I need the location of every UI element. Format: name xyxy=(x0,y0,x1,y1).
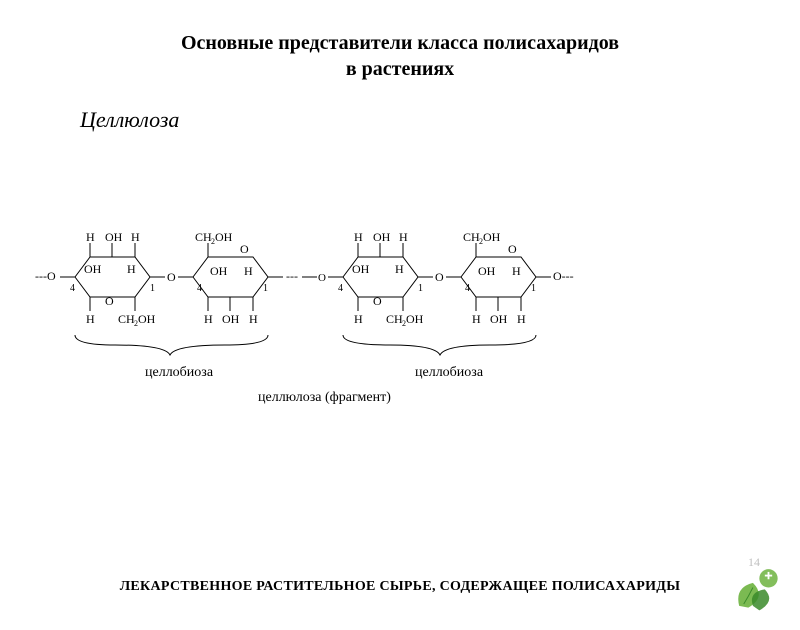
title-line-2: в растениях xyxy=(346,58,454,80)
svg-text:H: H xyxy=(472,312,481,326)
svg-text:H: H xyxy=(399,230,408,244)
svg-text:O: O xyxy=(435,270,444,284)
svg-text:CH: CH xyxy=(386,312,403,326)
svg-text:OH: OH xyxy=(105,230,123,244)
svg-text:OH: OH xyxy=(222,312,240,326)
svg-text:4: 4 xyxy=(338,283,343,294)
svg-text:OH: OH xyxy=(84,262,102,276)
compound-name: Целлюлоза xyxy=(80,107,800,133)
footer-text: ЛЕКАРСТВЕННОЕ РАСТИТЕЛЬНОЕ СЫРЬЕ, СОДЕРЖ… xyxy=(0,579,800,595)
svg-text:OH: OH xyxy=(352,262,370,276)
svg-text:H: H xyxy=(249,312,258,326)
svg-text:O: O xyxy=(318,272,326,284)
svg-text:1: 1 xyxy=(263,283,268,294)
svg-text:H: H xyxy=(354,230,363,244)
svg-text:4: 4 xyxy=(465,283,470,294)
svg-text:CH: CH xyxy=(195,230,212,244)
svg-text:H: H xyxy=(244,264,253,278)
glucose-ring-3: H OH H OH H 4 1 H O CH2OH xyxy=(338,230,424,328)
svg-text:1: 1 xyxy=(418,283,423,294)
svg-text:OH: OH xyxy=(483,230,501,244)
svg-text:1: 1 xyxy=(150,283,155,294)
svg-text:H: H xyxy=(512,264,521,278)
svg-text:O: O xyxy=(105,294,114,308)
svg-text:4: 4 xyxy=(197,283,202,294)
svg-text:CH: CH xyxy=(463,230,480,244)
svg-text:H: H xyxy=(204,312,213,326)
svg-text:OH: OH xyxy=(210,264,228,278)
title-line-1: Основные представители класса полисахари… xyxy=(181,32,619,54)
page-title: Основные представители класса полисахари… xyxy=(0,30,800,82)
svg-text:OH: OH xyxy=(406,312,424,326)
svg-text:O: O xyxy=(167,270,176,284)
svg-text:OH: OH xyxy=(478,264,496,278)
svg-text:O: O xyxy=(508,242,517,256)
svg-text:OH: OH xyxy=(373,230,391,244)
svg-text:H: H xyxy=(127,262,136,276)
svg-text:H: H xyxy=(86,230,95,244)
svg-text:4: 4 xyxy=(70,283,75,294)
svg-text:H: H xyxy=(86,312,95,326)
svg-text:O: O xyxy=(373,294,382,308)
svg-text:H: H xyxy=(395,262,404,276)
svg-text:OH: OH xyxy=(215,230,233,244)
glucose-ring-4: CH2OH O 4 1 OH H H OH H xyxy=(461,230,536,326)
svg-text:H: H xyxy=(517,312,526,326)
svg-text:H: H xyxy=(131,230,140,244)
fragment-label: целлюлоза (фрагмент) xyxy=(258,390,391,406)
glucose-ring-1: H OH H OH H 4 1 H O CH2OH xyxy=(70,230,156,328)
svg-text:CH: CH xyxy=(118,312,135,326)
svg-text:OH: OH xyxy=(138,312,156,326)
svg-text:O---: O--- xyxy=(553,269,574,283)
cellulose-structure-diagram: ---O H OH H OH H 4 1 H O CH2OH O xyxy=(0,195,800,395)
cellobiose-label-right: целлобиоза xyxy=(415,365,483,381)
eco-pharmacy-logo-icon xyxy=(730,560,785,615)
svg-text:OH: OH xyxy=(490,312,508,326)
glucose-ring-2: CH2OH O 4 1 OH H H OH H xyxy=(193,230,268,326)
svg-text:H: H xyxy=(354,312,363,326)
cellobiose-label-left: целлобиоза xyxy=(145,365,213,381)
svg-text:---: --- xyxy=(286,269,298,283)
svg-text:O: O xyxy=(240,242,249,256)
svg-text:1: 1 xyxy=(531,283,536,294)
continuation-left: ---O xyxy=(35,269,56,283)
